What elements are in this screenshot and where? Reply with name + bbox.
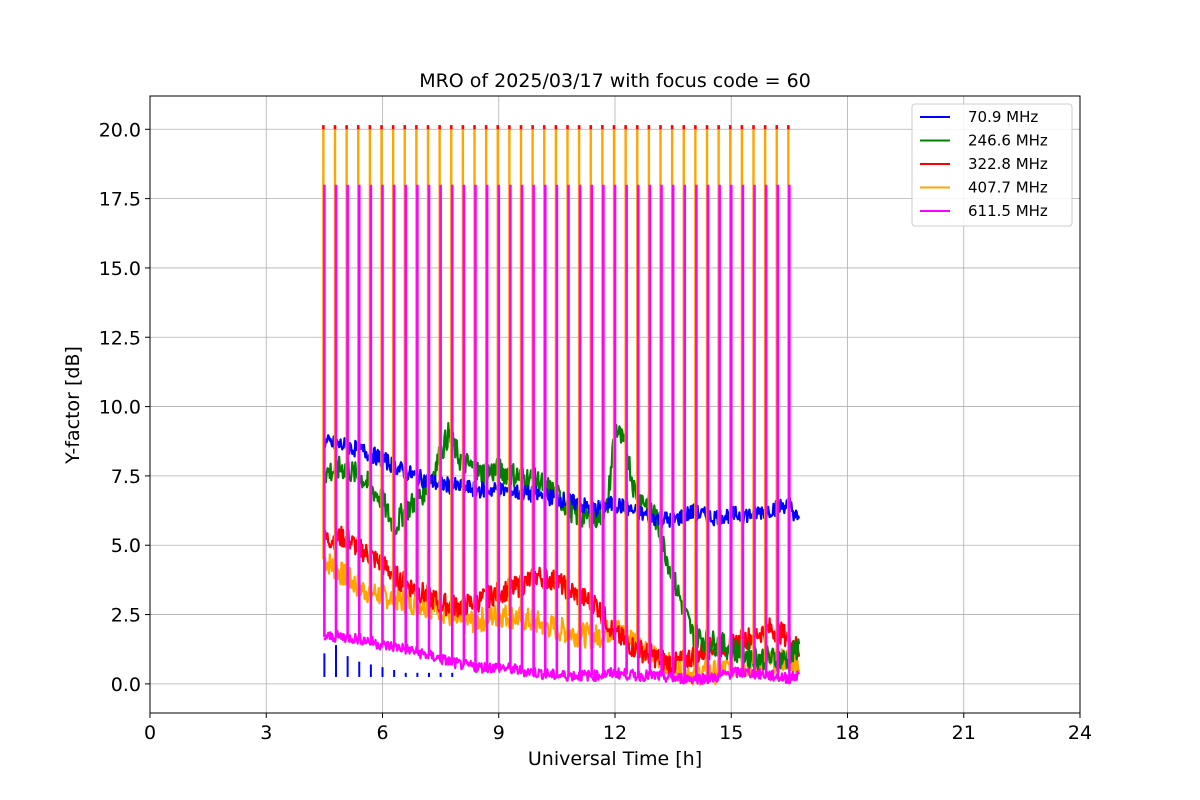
legend-entry-label: 246.6 MHz	[968, 132, 1048, 150]
x-tick-label: 21	[952, 722, 976, 744]
x-tick-label: 3	[260, 722, 272, 744]
x-tick-label: 12	[603, 722, 627, 744]
x-axis: 0 3 6 9 12 15 18 21 24	[144, 713, 1092, 744]
chart-title: MRO of 2025/03/17 with focus code = 60	[419, 70, 811, 92]
plot-area	[322, 125, 801, 686]
y-tick-label: 12.5	[99, 327, 141, 349]
y-tick-label: 20.0	[99, 119, 141, 141]
y-axis-label: Y-factor [dB]	[62, 346, 84, 465]
legend-entry-label: 611.5 MHz	[968, 202, 1048, 220]
x-tick-label: 0	[144, 722, 156, 744]
legend: 70.9 MHz 246.6 MHz 322.8 MHz 407.7 MHz 611.5…	[911, 103, 1073, 227]
x-tick-label: 18	[835, 722, 859, 744]
legend-entry-label: 322.8 MHz	[968, 155, 1048, 173]
y-tick-label: 0.0	[111, 674, 141, 696]
y-axis: 0.0 2.5 5.0 7.5 10.0 12.5 15.0 17.5 20.0	[99, 119, 150, 696]
y-tick-label: 15.0	[99, 258, 141, 280]
legend-entry-label: 407.7 MHz	[968, 179, 1048, 197]
y-tick-label: 5.0	[111, 535, 141, 557]
x-axis-label: Universal Time [h]	[528, 748, 702, 770]
series-line-blue	[323, 434, 801, 528]
x-tick-label: 9	[493, 722, 505, 744]
y-tick-label: 2.5	[111, 605, 141, 627]
y-tick-label: 17.5	[99, 189, 141, 211]
legend-entry-label: 70.9 MHz	[968, 108, 1038, 126]
x-tick-label: 6	[376, 722, 388, 744]
legend-box	[911, 103, 1073, 227]
y-tick-label: 10.0	[99, 397, 141, 419]
x-tick-label: 15	[719, 722, 743, 744]
y-tick-label: 7.5	[111, 466, 141, 488]
x-tick-label: 24	[1068, 722, 1092, 744]
